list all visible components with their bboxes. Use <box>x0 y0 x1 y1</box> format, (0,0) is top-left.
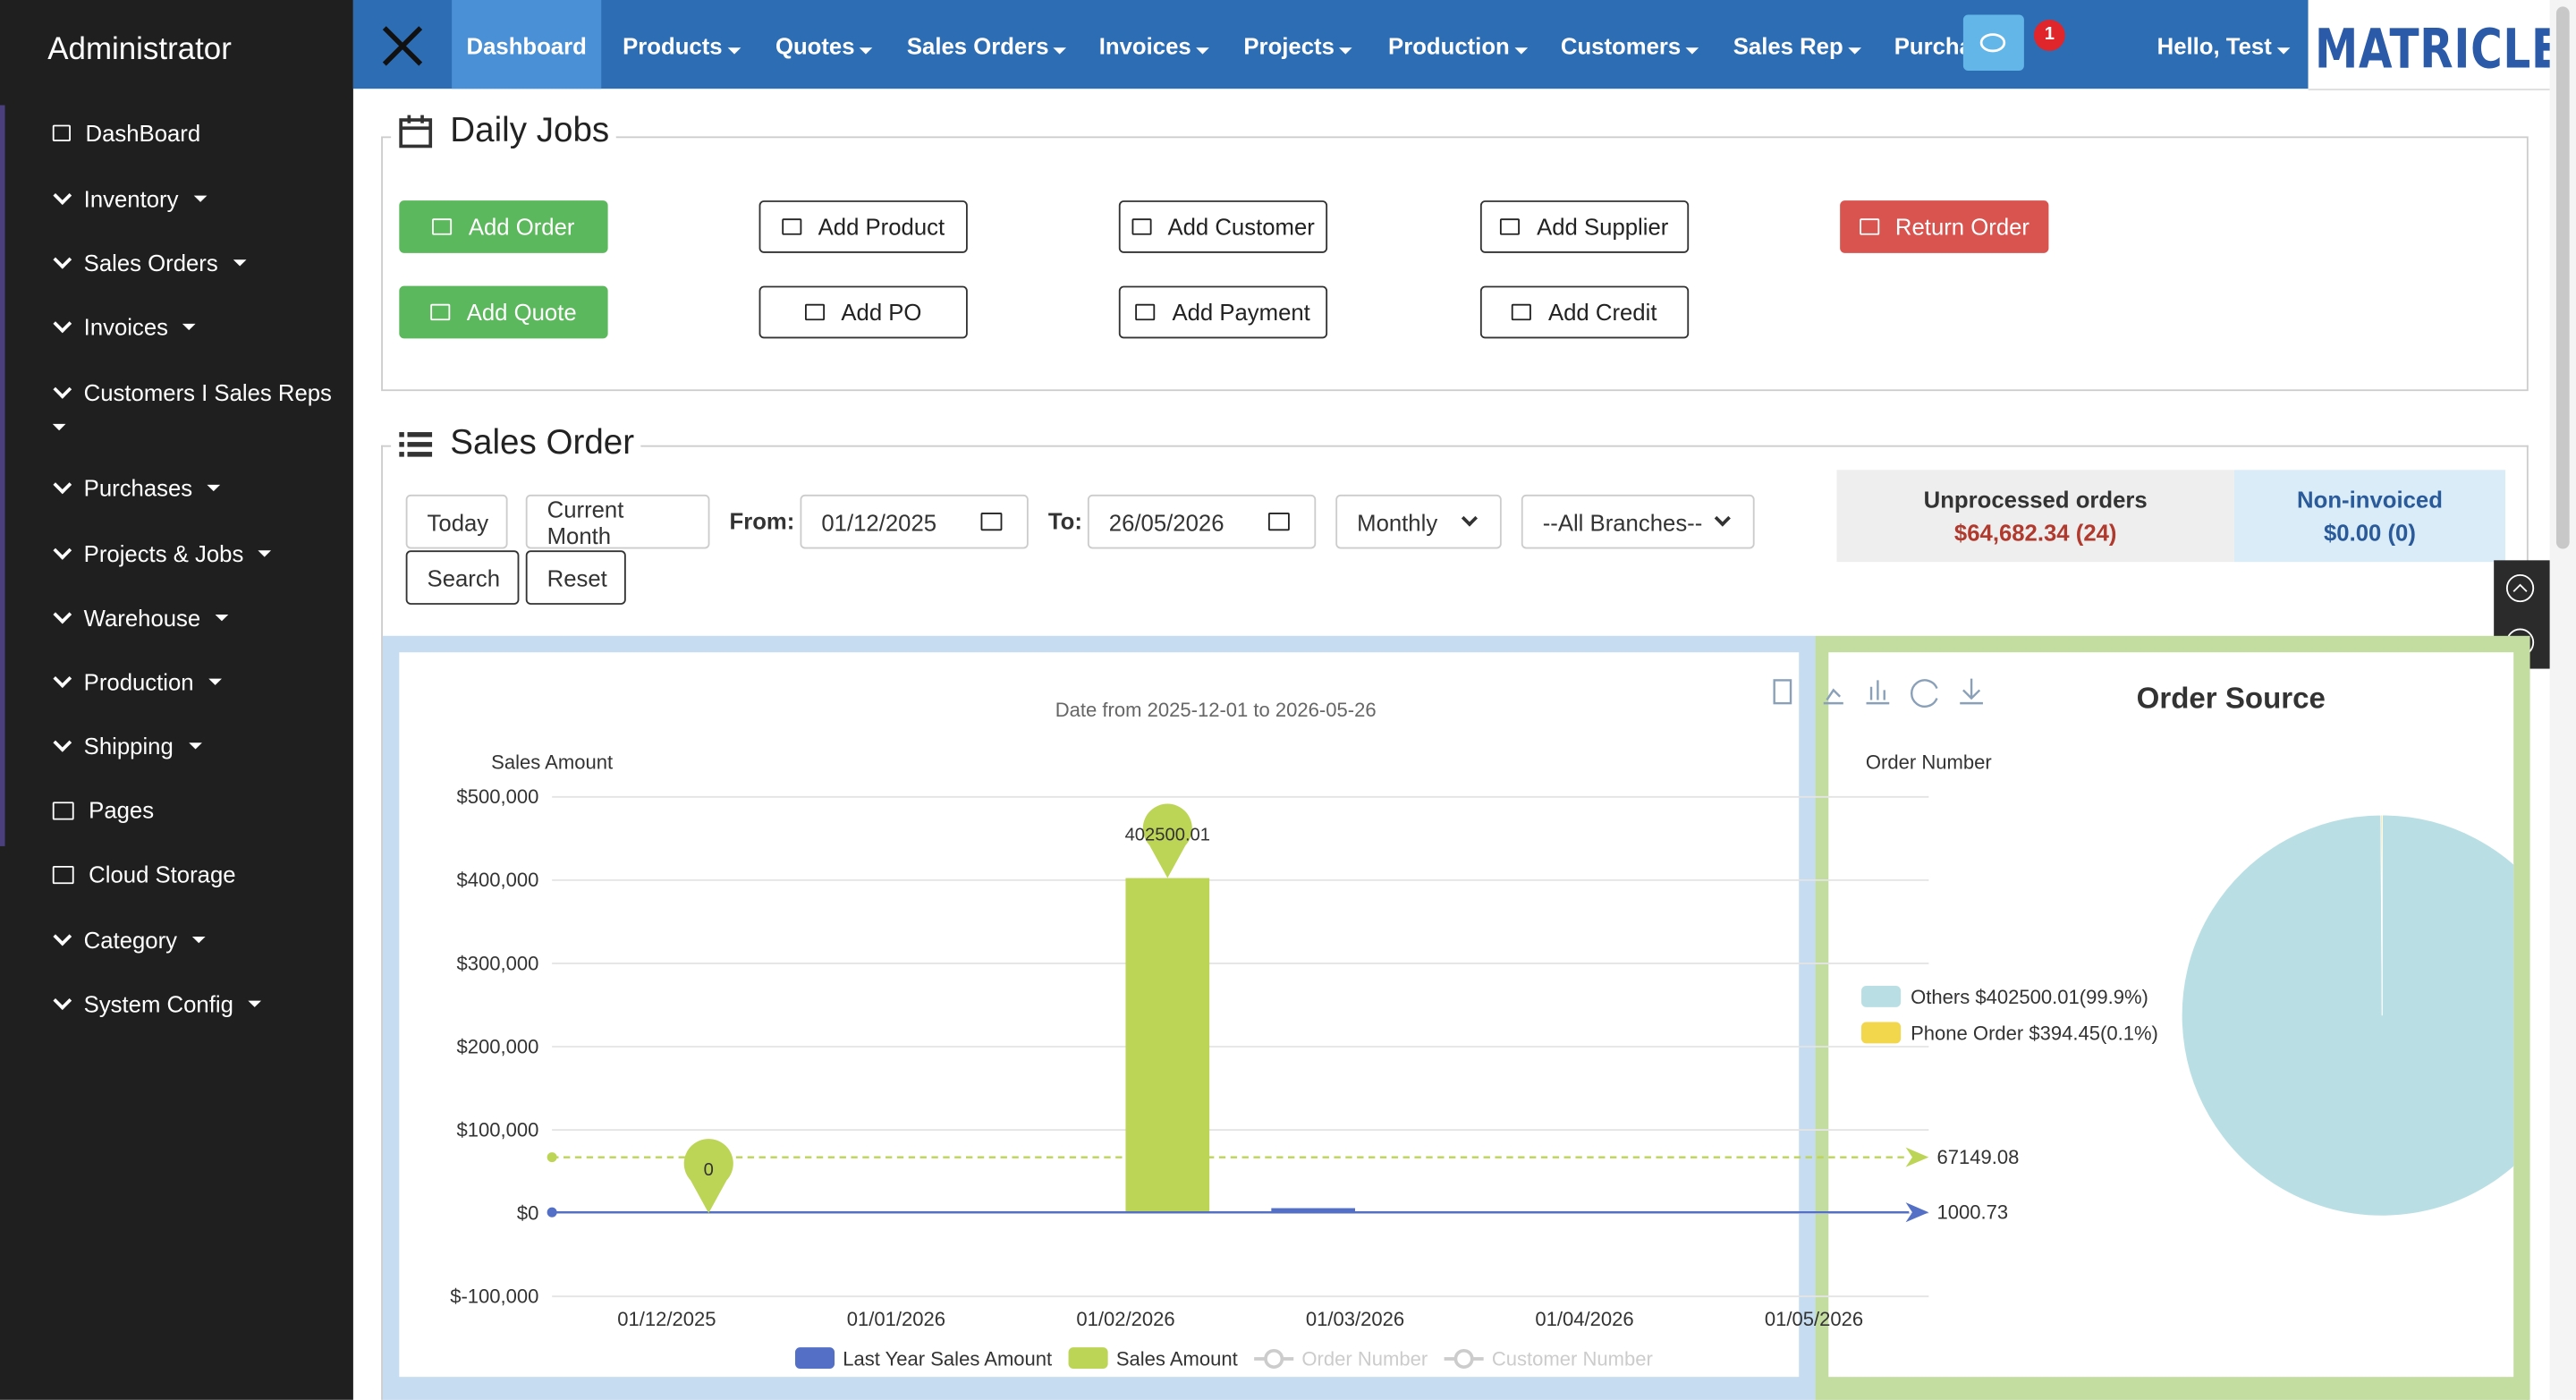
y-tick-label: $0 <box>517 1201 539 1224</box>
pie-title: Order Source <box>2137 683 2326 716</box>
legend-label: Order Number <box>1301 1347 1428 1370</box>
pie-slice <box>2182 815 2576 1216</box>
chart-subtitle: Date from 2025-12-01 to 2026-05-26 <box>1055 699 1377 721</box>
legend-swatch <box>1861 986 1901 1007</box>
y-axis-title: Sales Amount <box>491 751 613 774</box>
x-tick-label: 01/01/2026 <box>847 1308 945 1330</box>
y-tick-label: $-100,000 <box>450 1285 538 1308</box>
pie <box>2182 815 2576 1216</box>
x-tick-label: 01/12/2025 <box>617 1308 716 1330</box>
legend-label: Phone Order $394.45(0.1%) <box>1911 1022 2158 1045</box>
legend-label: Customer Number <box>1492 1347 1653 1370</box>
mark-line-start <box>547 1152 557 1162</box>
mark-point-label: 402500.01 <box>1125 825 1210 844</box>
legend-swatch <box>1069 1347 1108 1369</box>
x-tick-label: 01/03/2026 <box>1306 1308 1404 1330</box>
mark-point-label: 0 <box>704 1160 714 1180</box>
y-tick-label: $400,000 <box>457 869 539 891</box>
y2-axis-title: Order Number <box>1866 751 1992 774</box>
x-tick-label: 01/05/2026 <box>1765 1308 1863 1330</box>
mark-line-label: 1000.73 <box>1937 1201 2009 1224</box>
mark-line-start <box>547 1208 557 1218</box>
mark-line-label: 67149.08 <box>1937 1146 2020 1168</box>
y-tick-label: $200,000 <box>457 1035 539 1057</box>
mark-line-arrow <box>1906 1148 1929 1167</box>
x-tick-label: 01/04/2026 <box>1535 1308 1633 1330</box>
legend-icon <box>1266 1351 1282 1367</box>
legend-label: Others $402500.01(99.9%) <box>1911 986 2148 1008</box>
y-tick-label: $500,000 <box>457 785 539 808</box>
legend-icon <box>1455 1351 1471 1367</box>
mark-line-arrow <box>1906 1202 1929 1222</box>
legend-swatch <box>1861 1022 1901 1043</box>
legend-swatch <box>795 1347 835 1369</box>
toolbox[interactable] <box>1775 679 1983 707</box>
y-tick-label: $100,000 <box>457 1118 539 1141</box>
legend-label: Sales Amount <box>1116 1347 1238 1370</box>
y-tick-label: $300,000 <box>457 952 539 974</box>
bar <box>1125 878 1209 1214</box>
x-tick-label: 01/02/2026 <box>1076 1308 1174 1330</box>
legend-label: Last Year Sales Amount <box>843 1347 1052 1370</box>
